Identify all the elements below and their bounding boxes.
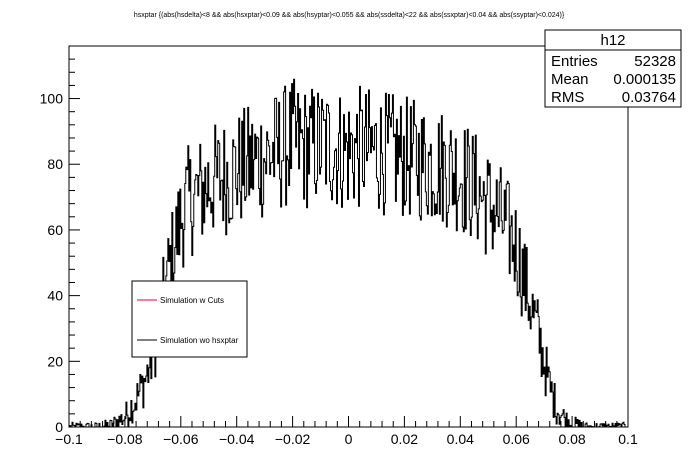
- y-tick-label: 0: [55, 419, 63, 435]
- x-tick-label: −0.06: [163, 431, 199, 447]
- stats-entries-label: Entries: [551, 53, 598, 70]
- axis-ticks: [68, 45, 629, 428]
- y-tick-label: 80: [47, 156, 63, 172]
- chart-title: hsxptar {(abs(hsdelta)<8 && abs(hsxptar)…: [134, 12, 565, 19]
- x-tick-label: 0.1: [618, 431, 638, 447]
- series-simulation-wo-hsxptar: [69, 78, 628, 428]
- x-tick-label: −0.02: [275, 431, 311, 447]
- stats-rms-value: 0.03764: [622, 89, 676, 106]
- stats-rms-label: RMS: [551, 89, 584, 106]
- y-tick-label: 60: [47, 222, 63, 238]
- stats-box: h12 Entries 52328 Mean 0.000135 RMS 0.03…: [544, 29, 682, 108]
- y-tick-label: 40: [47, 288, 63, 304]
- legend-label-simulation-w-cuts: Simulation w Cuts: [160, 296, 224, 305]
- legend-label-simulation-wo-hsxptar: Simulation wo hsxptar: [160, 336, 239, 345]
- x-axis-tick-labels: −0.1 −0.08 −0.06 −0.04 −0.02 0 0.02 0.04 0.06 0.0…: [55, 431, 638, 447]
- x-tick-label: 0.04: [447, 431, 474, 447]
- stats-box-name: h12: [600, 32, 625, 49]
- stats-mean-value: 0.000135: [613, 71, 676, 88]
- stats-entries-value: 52328: [634, 53, 676, 70]
- y-tick-label: 20: [47, 353, 63, 369]
- y-axis-tick-labels: 0 20 40 60 80 100: [40, 91, 64, 435]
- x-tick-label: 0.06: [503, 431, 530, 447]
- x-tick-label: −0.1: [55, 431, 83, 447]
- x-tick-label: −0.04: [219, 431, 255, 447]
- x-tick-label: 0.02: [391, 431, 418, 447]
- y-tick-label: 100: [40, 91, 64, 107]
- x-tick-label: −0.08: [107, 431, 143, 447]
- legend: Simulation w Cuts Simulation wo hsxptar: [131, 280, 248, 358]
- stats-mean-label: Mean: [551, 71, 589, 88]
- x-tick-label: 0: [345, 431, 353, 447]
- x-tick-label: 0.08: [558, 431, 585, 447]
